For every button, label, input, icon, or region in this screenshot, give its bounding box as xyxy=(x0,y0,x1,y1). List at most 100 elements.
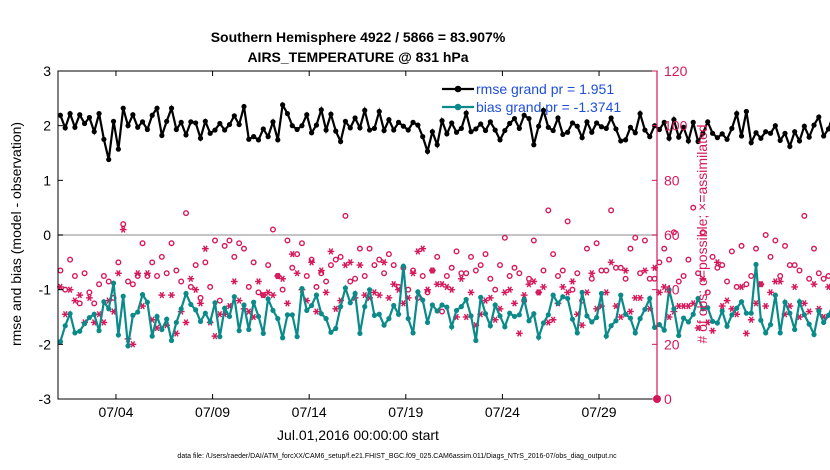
obs-possible-point xyxy=(748,273,755,280)
bias-point xyxy=(139,291,146,298)
rmse-point xyxy=(135,124,141,130)
obs-possible-point xyxy=(825,273,830,279)
rmse-point xyxy=(120,105,126,111)
rmse-point xyxy=(424,148,431,154)
bias-point xyxy=(680,315,687,321)
obs-possible-point xyxy=(57,267,64,274)
rmse-point xyxy=(801,123,807,129)
obs-possible-point xyxy=(443,273,450,280)
rmse-point xyxy=(458,125,464,131)
bias-point xyxy=(270,307,276,314)
obs-assimilated-point xyxy=(699,275,707,283)
obs-possible-point xyxy=(593,240,600,247)
obs-assimilated-point xyxy=(559,283,567,291)
obs-possible-point xyxy=(719,262,726,269)
bias-point xyxy=(323,316,329,322)
bias-point xyxy=(91,311,97,317)
y2-tick-label: 100 xyxy=(664,118,688,134)
bias-point xyxy=(502,324,508,330)
bias-point xyxy=(449,324,455,330)
bias-point xyxy=(110,280,117,286)
obs-possible-point xyxy=(516,270,523,277)
obs-possible-point xyxy=(178,278,185,285)
bias-point xyxy=(178,306,184,312)
y2-tick-label: 20 xyxy=(664,336,680,352)
bias-point xyxy=(434,308,440,314)
obs-assimilated-point xyxy=(684,302,692,310)
obs-possible-point xyxy=(569,286,576,293)
obs-assimilated-point xyxy=(380,259,388,266)
obs-assimilated-point xyxy=(641,267,649,274)
bias-point xyxy=(796,299,803,305)
bias-point xyxy=(608,323,614,329)
rmse-point xyxy=(77,112,83,118)
obs-possible-point xyxy=(139,240,146,247)
obs-assimilated-point xyxy=(607,259,615,266)
bias-point xyxy=(400,263,406,269)
rmse-point xyxy=(333,128,339,134)
bias-point xyxy=(569,316,576,322)
obs-assimilated-point xyxy=(308,259,316,266)
y-tick-label: 3 xyxy=(43,63,51,79)
obs-possible-point xyxy=(588,275,595,282)
obs-possible-point xyxy=(690,204,697,211)
bias-point xyxy=(328,329,334,335)
rmse-point xyxy=(555,115,561,121)
obs-assimilated-point xyxy=(486,294,494,302)
bias-point xyxy=(318,311,324,317)
rmse-point xyxy=(352,115,358,121)
rmse-point xyxy=(608,115,614,121)
y2-tick-label: 40 xyxy=(664,282,680,298)
bias-point xyxy=(584,313,590,319)
obs-assimilated-point xyxy=(544,319,552,326)
rmse-point xyxy=(463,110,469,116)
bias-point xyxy=(342,285,349,291)
obs-possible-point xyxy=(695,270,702,277)
rmse-point xyxy=(217,120,223,127)
obs-assimilated-point xyxy=(192,286,200,293)
rmse-point xyxy=(574,123,580,129)
rmse-point xyxy=(347,125,353,131)
obs-possible-point xyxy=(646,275,653,282)
obs-assimilated-point xyxy=(279,275,287,283)
bias-point xyxy=(72,330,78,336)
y-tick-label: 0 xyxy=(43,227,51,243)
bias-point xyxy=(337,304,344,310)
obs-assimilated-point xyxy=(660,283,668,291)
rmse-point xyxy=(661,119,667,125)
rmse-point xyxy=(91,129,97,135)
bias-point xyxy=(231,294,237,300)
obs-assimilated-point xyxy=(636,294,644,302)
obs-possible-point xyxy=(617,264,624,271)
obs-assimilated-point xyxy=(168,291,175,299)
obs-possible-point xyxy=(381,270,388,277)
rmse-point xyxy=(705,119,711,125)
obs-assimilated-point xyxy=(85,294,93,302)
obs-possible-point xyxy=(173,267,180,274)
obs-assimilated-point xyxy=(530,278,538,285)
legend-swatch-marker xyxy=(454,85,462,93)
rmse-point xyxy=(680,124,687,130)
obs-assimilated-point xyxy=(385,294,393,302)
obs-assimilated-point xyxy=(230,278,238,285)
bias-point xyxy=(458,304,464,310)
bias-point xyxy=(613,318,619,324)
obs-assimilated-point xyxy=(327,248,335,255)
obs-possible-point xyxy=(801,212,808,219)
obs-assimilated-point xyxy=(564,289,572,296)
bias-point xyxy=(748,310,754,316)
bias-point xyxy=(188,301,194,308)
rmse-point xyxy=(676,134,682,140)
x-tick-label: 07/09 xyxy=(195,404,230,420)
bias-point xyxy=(284,312,291,318)
rmse-point xyxy=(275,137,281,143)
obs-assimilated-point xyxy=(317,267,325,274)
rmse-point xyxy=(86,114,92,121)
bias-point xyxy=(96,328,102,334)
bias-point xyxy=(787,310,793,316)
obs-possible-point xyxy=(796,267,803,274)
rmse-point xyxy=(792,129,798,135)
obs-assimilated-point xyxy=(143,269,151,277)
obs-possible-point xyxy=(453,248,460,255)
obs-possible-point xyxy=(574,270,581,277)
